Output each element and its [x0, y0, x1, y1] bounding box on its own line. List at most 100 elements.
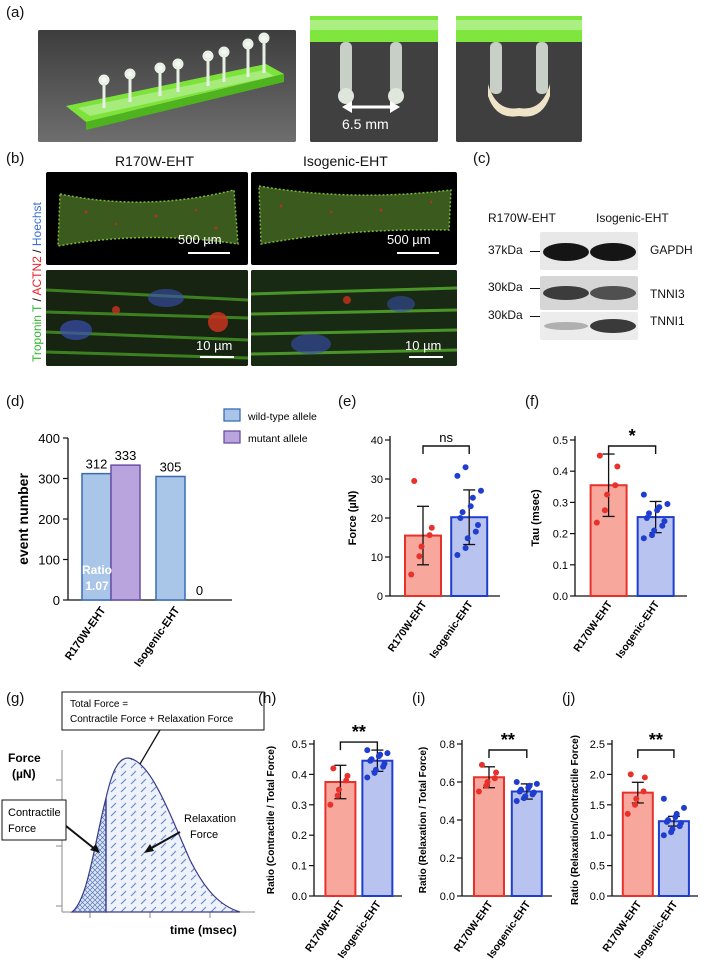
- chart-h-point: [364, 774, 371, 781]
- wb-kda-2: 30kDa: [488, 280, 523, 294]
- chart-e-point: [457, 515, 464, 521]
- chart-i-point: [518, 786, 525, 793]
- wb-band-tnni1: [540, 312, 638, 340]
- chart-f-category-0: R170W-EHT: [571, 598, 615, 654]
- pillar-pair-illustration: [310, 16, 438, 142]
- chart-f-point: [664, 500, 671, 507]
- chart-j-point: [641, 774, 648, 781]
- chart-d-legend-swatch-0: [223, 408, 241, 422]
- chart-h-point: [344, 772, 351, 779]
- relaxation-pointer: [147, 831, 181, 851]
- chart-h-point: [372, 766, 379, 773]
- chart-d-ytick-label: 200: [38, 512, 60, 527]
- chart-e-ytick-label: 10: [371, 552, 383, 564]
- chart-i-point: [513, 779, 520, 785]
- chart-f-ytick-label: 0.3: [553, 497, 568, 509]
- panel-b-col1-title: R170W-EHT: [115, 153, 195, 169]
- chart-i-point: [533, 780, 540, 787]
- wb-kda-tick-1: [530, 251, 540, 252]
- chart-j-point: [677, 820, 684, 827]
- wb-protein-1: GAPDH: [650, 243, 693, 257]
- chart-d-value-label: 333: [115, 448, 137, 463]
- chart-f-significance-label: *: [629, 426, 636, 446]
- chart-j-point: [633, 795, 640, 802]
- chart-f-ytick-label: 0.4: [553, 466, 568, 478]
- chart-f-point: [604, 491, 611, 498]
- chart-e-point: [477, 487, 484, 494]
- chart-e-point: [464, 535, 471, 542]
- chart-h-ytick-label: 0.1: [292, 861, 307, 873]
- wb-kda-3: 30kDa: [488, 308, 523, 322]
- contractile-line1: Contractile: [8, 807, 61, 819]
- chart-j-bar-0: [621, 791, 654, 897]
- chart-h-bar-1: [361, 759, 394, 897]
- chart-i-category-0: R170W-EHT: [452, 898, 496, 954]
- chart-h-ylabel: Ratio (Contractile / Total Force): [266, 746, 277, 894]
- chart-e-category-0: R170W-EHT: [386, 598, 430, 654]
- chart-i-bar-0: [473, 776, 505, 897]
- panel-label-j: (j): [562, 690, 576, 707]
- chart-j-point: [660, 795, 667, 802]
- chart-e-significance-bracket: [422, 445, 470, 454]
- chart-h-point: [343, 777, 350, 784]
- chart-h-ytick-label: 0.5: [292, 739, 307, 751]
- scale-bar-bottom-right: [409, 356, 443, 358]
- chart-j-point: [627, 771, 634, 778]
- chart-h: Ratio (Contractile / Total Force) 0.0 0.1 0…: [266, 722, 402, 960]
- chart-f-point: [643, 515, 650, 521]
- chart-f-ytick-label: 0.1: [553, 560, 568, 572]
- chart-d-legend-label-1: mutant allele: [248, 433, 308, 445]
- wb-kda-tick-3: [530, 316, 540, 317]
- stain-troponin-label: Troponin T: [30, 304, 44, 362]
- chart-f-point: [614, 463, 621, 470]
- chart-h-point: [327, 801, 334, 808]
- chart-i-point: [530, 789, 537, 796]
- chart-f-point: [596, 452, 603, 459]
- scale-bar-top-right: [397, 252, 439, 254]
- chart-i-point: [522, 793, 529, 800]
- chart-i-bar-1: [510, 790, 543, 897]
- chart-d-legend-label-0: wild-type allele: [247, 411, 317, 423]
- fluor-tissue-shape: [57, 189, 239, 247]
- force-ticks: [56, 779, 211, 918]
- stain-hoechst-label: Hoechst: [30, 202, 44, 247]
- chart-j-ytick-label: 1.5: [590, 800, 605, 812]
- wb-band-gapdh: [540, 232, 638, 270]
- chart-f-point: [659, 522, 666, 529]
- chart-e-ylabel: Force (µN): [347, 490, 359, 545]
- chart-d-bar-0-0: [81, 472, 112, 601]
- force-schematic: Force (µN) Total Force = Contractile For…: [1, 691, 265, 937]
- chart-j: Ratio (Relaxation/Contractile Force) 0.0 0…: [570, 730, 698, 960]
- fluor-r170w-whole: 500 µm: [46, 172, 248, 265]
- chart-f-point: [645, 510, 652, 517]
- chart-h-point: [364, 747, 371, 754]
- chart-h-point: [368, 756, 375, 763]
- chart-e-point: [472, 528, 479, 535]
- fluor-isogenic-zoom: 10 µm: [251, 270, 457, 366]
- chart-j-point: [669, 826, 676, 833]
- chart-e-point: [469, 494, 476, 501]
- chart-j-ytick-label: 0.0: [590, 891, 605, 903]
- chart-e-point: [416, 553, 423, 560]
- wb-col2-title: Isogenic-EHT: [596, 211, 669, 225]
- chart-f-point: [612, 482, 619, 489]
- chart-h-point: [334, 792, 341, 799]
- total-force-box: [61, 691, 265, 731]
- force-ylabel-1: Force: [8, 751, 41, 765]
- chart-d-bar-0-1: [110, 464, 141, 601]
- chart-j-point: [673, 810, 680, 817]
- total-force-line2: Contractile Force + Relaxation Force: [70, 714, 234, 725]
- chart-e-ytick-label: 30: [371, 474, 383, 486]
- chart-i-ytick-label: 0.4: [440, 815, 455, 827]
- chart-f: Tau (msec) 0.0 0.1 0.2 0.3 0.4 0.5 R170W-EHTIso…: [530, 426, 687, 661]
- chart-d-ylabel: event number: [15, 473, 31, 565]
- chart-j-significance-label: **: [649, 730, 663, 750]
- chart-j-point: [624, 810, 631, 817]
- chart-j-ytick-label: 2.0: [590, 769, 605, 781]
- chart-e: Force (µN) 0 10 20 30 40 R170W-EHTIsogenic-EHT…: [347, 430, 500, 661]
- chart-d-category-0: R170W-EHT: [63, 605, 109, 663]
- chart-e-ytick-label: 0: [377, 591, 383, 603]
- wb-protein-3: TNNI1: [650, 314, 685, 328]
- chart-f-significance-bracket: [607, 445, 657, 454]
- chart-d-ytick-label: 300: [38, 472, 60, 487]
